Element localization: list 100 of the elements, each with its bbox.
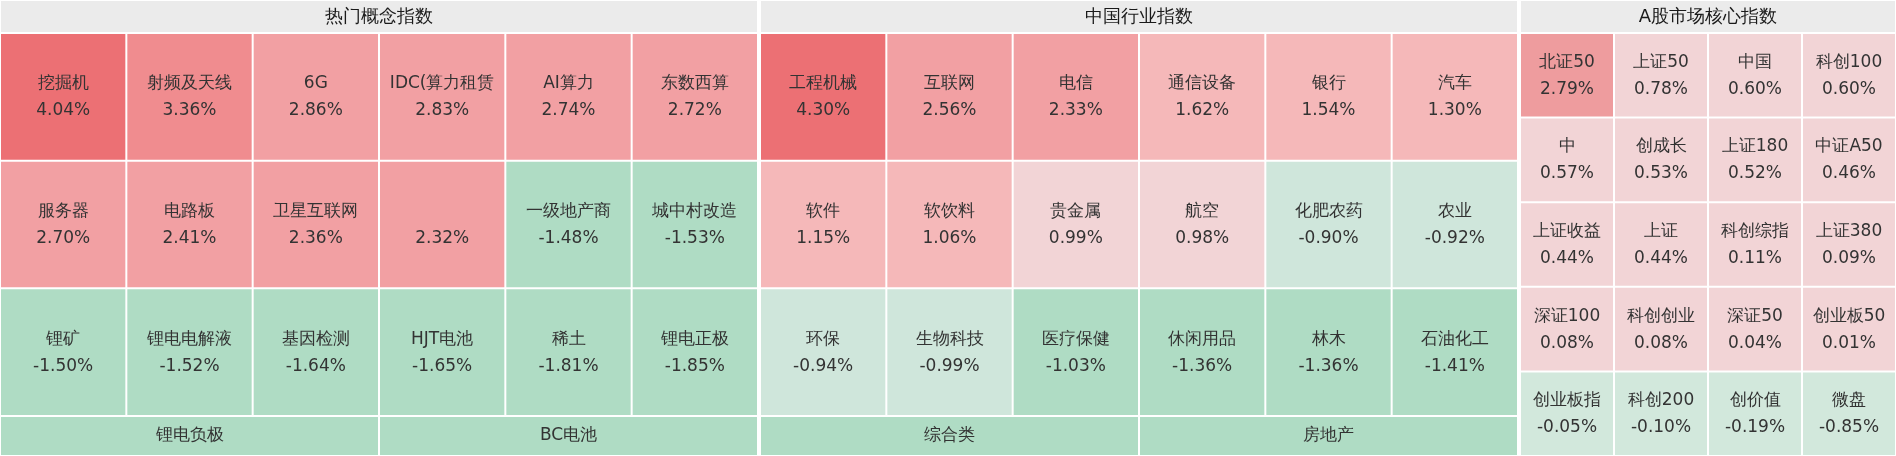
text: 中国行业指数	[1085, 5, 1193, 27]
category-label: 稀土	[551, 327, 586, 348]
data-label: 0.78%	[1633, 77, 1689, 98]
category-label: 6G	[303, 72, 328, 93]
data-label: 0.04%	[1727, 331, 1783, 352]
category-label: 上证收益	[1533, 219, 1601, 240]
category-label: BC电池	[539, 424, 598, 445]
data-label: 1.30%	[1427, 99, 1482, 120]
data-label: 0.08%	[1633, 331, 1689, 352]
category-label: 石油化工	[1420, 327, 1489, 348]
data-label: -1.53%	[664, 226, 725, 247]
data-label: -1.48%	[538, 226, 599, 247]
data-label: 0.52%	[1727, 162, 1783, 183]
category-label: 科创200	[1627, 389, 1695, 410]
data-label: -1.36%	[1298, 354, 1359, 375]
category-label: 医疗保健	[1041, 327, 1110, 348]
category-label: 科创100	[1815, 50, 1883, 71]
category-label: 电路板	[164, 199, 215, 220]
category-label: 化肥农药	[1294, 199, 1363, 220]
data-label: -1.85%	[664, 354, 725, 375]
category-label: 软件	[806, 199, 841, 220]
category-label: 上证50	[1633, 50, 1689, 71]
category-label: 创成长	[1635, 135, 1687, 156]
text: A股市场核心指数	[1638, 5, 1778, 27]
data-label: 2.56%	[922, 99, 977, 120]
category-label: 房地产	[1303, 424, 1354, 445]
category-label: 创业板50	[1812, 304, 1886, 325]
data-label: 0.53%	[1633, 162, 1689, 183]
category-label: 上证380	[1815, 219, 1883, 240]
data-label: 0.44%	[1539, 246, 1595, 267]
data-label: 0.99%	[1048, 226, 1103, 247]
text: 热门概念指数	[325, 5, 433, 27]
category-label: 创业板指	[1533, 389, 1601, 410]
category-label: 生物科技	[915, 327, 984, 348]
data-label: 2.70%	[36, 226, 91, 247]
data-label: -1.36%	[1172, 354, 1233, 375]
category-label: AI算力	[543, 72, 594, 93]
data-label: -0.85%	[1818, 416, 1880, 437]
data-label: 4.30%	[796, 99, 851, 120]
category-label: 中证A50	[1815, 135, 1883, 156]
data-label: 2.74%	[541, 99, 596, 120]
data-label: 2.72%	[667, 99, 722, 120]
data-label: -0.19%	[1724, 416, 1786, 437]
data-label: 0.08%	[1539, 331, 1595, 352]
category-label: 科创创业	[1627, 304, 1695, 325]
data-label: -1.65%	[412, 354, 473, 375]
data-label: 0.46%	[1821, 162, 1877, 183]
category-label: 工程机械	[789, 72, 858, 93]
data-label: 4.04%	[36, 99, 91, 120]
data-label: 1.62%	[1175, 99, 1230, 120]
data-label: -1.81%	[538, 354, 599, 375]
data-label: 0.01%	[1821, 331, 1877, 352]
category-label: 锂电电解液	[146, 327, 232, 348]
category-label: 汽车	[1437, 72, 1472, 93]
category-label: IDC(算力租赁	[389, 72, 495, 93]
data-label: -1.52%	[159, 354, 220, 375]
category-label: 深证100	[1533, 304, 1601, 325]
data-label: -0.05%	[1536, 416, 1598, 437]
category-label: 卫星互联网	[273, 199, 359, 220]
data-label: 2.86%	[288, 99, 343, 120]
category-label: 上证	[1644, 219, 1678, 240]
data-label: 0.60%	[1727, 77, 1783, 98]
category-label: 航空	[1185, 199, 1220, 220]
data-label: 1.15%	[796, 226, 851, 247]
data-label: 2.33%	[1048, 99, 1103, 120]
category-label: 锂电正极	[659, 327, 729, 348]
category-label: 深证50	[1727, 304, 1783, 325]
category-label: 休闲用品	[1168, 327, 1237, 348]
category-label: HJT电池	[411, 327, 474, 348]
data-label: 0.44%	[1633, 246, 1689, 267]
category-label: 互联网	[924, 72, 975, 93]
data-label: 0.09%	[1821, 246, 1877, 267]
category-label: 城中村改造	[651, 199, 738, 220]
category-label: 软饮料	[924, 199, 975, 220]
category-label: 东数西算	[660, 72, 729, 93]
data-label: 2.79%	[1539, 77, 1595, 98]
category-label: 锂电负极	[154, 424, 224, 445]
category-label: 中国	[1738, 50, 1772, 71]
category-label: 中	[1558, 135, 1576, 156]
category-label: 农业	[1437, 199, 1472, 220]
data-label: -0.90%	[1298, 226, 1359, 247]
category-label: 综合类	[924, 424, 975, 445]
category-label: 锂矿	[45, 327, 81, 348]
category-label: 林木	[1310, 327, 1346, 348]
category-label: 创价值	[1729, 389, 1781, 410]
data-label: -0.99%	[919, 354, 980, 375]
data-label: 0.57%	[1539, 162, 1595, 183]
category-label: 通信设备	[1168, 72, 1237, 93]
data-label: 2.83%	[415, 99, 470, 120]
data-label: -0.94%	[793, 354, 854, 375]
data-label: -0.10%	[1630, 416, 1692, 437]
category-label: 微盘	[1832, 389, 1866, 410]
data-label: 2.32%	[415, 226, 470, 247]
category-label: 电信	[1058, 72, 1093, 93]
data-label: 2.41%	[162, 226, 217, 247]
data-label: 0.60%	[1821, 77, 1877, 98]
category-label: 基因检测	[281, 327, 350, 348]
category-label: 一级地产商	[526, 199, 611, 220]
category-label: 北证50	[1539, 50, 1595, 71]
data-label: -0.92%	[1424, 226, 1485, 247]
